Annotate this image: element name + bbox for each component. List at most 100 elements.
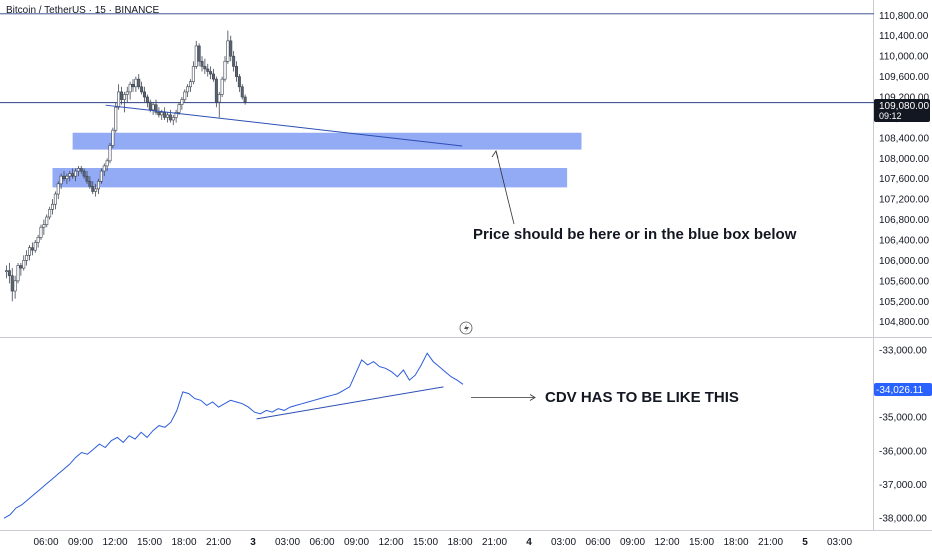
candle	[59, 173, 63, 189]
time-tick-label: 12:00	[378, 537, 403, 548]
price-tick-label: 107,600.00	[879, 174, 929, 185]
time-tick-label: 18:00	[447, 537, 472, 548]
cdv-series	[3, 352, 464, 519]
candle	[217, 91, 221, 118]
candle	[85, 171, 89, 184]
price-tick-label: 106,000.00	[879, 256, 929, 267]
candle	[189, 79, 193, 92]
candle	[235, 61, 239, 82]
candle	[220, 76, 224, 98]
cdv-tick-label: -37,000.00	[879, 480, 927, 491]
candle	[191, 61, 195, 85]
time-tick-label: 12:00	[654, 537, 679, 548]
candle	[226, 30, 230, 64]
cdv-tick-label: -36,000.00	[879, 446, 927, 457]
time-tick-label: 21:00	[758, 537, 783, 548]
lightning-icon[interactable]	[459, 321, 473, 335]
candle	[102, 163, 106, 177]
price-tick-label: 109,200.00	[879, 93, 929, 104]
candle	[186, 84, 190, 98]
price-tick-label: 106,400.00	[879, 235, 929, 246]
cdv-current-value: -34,026.11	[876, 385, 924, 396]
candle	[237, 74, 241, 92]
candle	[71, 168, 75, 179]
price-tick-label: 106,800.00	[879, 215, 929, 226]
candle	[79, 165, 83, 174]
time-tick-label: 06:00	[33, 537, 58, 548]
candle	[27, 245, 31, 261]
candle	[53, 191, 57, 210]
candle	[243, 94, 247, 105]
candle	[76, 165, 80, 177]
candle	[39, 224, 43, 240]
candle	[111, 127, 115, 149]
price-tick-label: 109,600.00	[879, 72, 929, 83]
candle	[203, 58, 207, 75]
candle	[209, 66, 213, 80]
candle	[125, 86, 129, 103]
price-tick-label: 105,600.00	[879, 276, 929, 287]
candle	[48, 206, 52, 220]
cdv-tick-label: -35,000.00	[879, 413, 927, 424]
price-tick-label: 104,800.00	[879, 317, 929, 328]
candle	[177, 102, 181, 115]
candle	[25, 250, 29, 266]
cdv-trend-line[interactable]	[256, 386, 444, 420]
candle	[171, 114, 175, 126]
candle	[30, 242, 34, 256]
time-axis-ticks: 06:00 09:00 12:00 15:00 18:00 21:00 3 03:00 06:0…	[33, 537, 852, 548]
time-tick-label: 18:00	[171, 537, 196, 548]
time-tick-label: 03:00	[827, 537, 852, 548]
time-tick-label: 03:00	[551, 537, 576, 548]
price-tick-label: 108,400.00	[879, 133, 929, 144]
candle	[143, 86, 147, 103]
candle	[183, 89, 187, 103]
candle	[5, 265, 9, 279]
price-trend-segment[interactable]	[105, 104, 463, 147]
candle	[50, 199, 54, 215]
time-tick-label: 09:00	[344, 537, 369, 548]
time-tick-label: 3	[250, 537, 256, 548]
candle	[22, 255, 26, 271]
price-annotation-text[interactable]: Price should be here or in the blue box …	[473, 226, 797, 243]
time-tick-label: 06:00	[585, 537, 610, 548]
demand-zone-box[interactable]	[72, 132, 582, 150]
price-annotation-arrow[interactable]	[491, 150, 515, 225]
cdv-trend-segment[interactable]	[256, 386, 444, 420]
candle	[229, 35, 233, 62]
price-trend-line[interactable]	[105, 104, 463, 147]
bar-countdown: 09:12	[879, 111, 902, 121]
candle	[36, 234, 40, 248]
time-tick-label: 18:00	[723, 537, 748, 548]
candle	[157, 107, 161, 118]
price-tick-label: 110,400.00	[879, 31, 929, 42]
cdv-annotation-text[interactable]: CDV HAS TO BE LIKE THIS	[545, 389, 739, 406]
candle	[91, 181, 95, 195]
candle	[214, 76, 218, 108]
candle	[33, 239, 37, 253]
demand-zone-box[interactable]	[52, 167, 568, 188]
candle	[174, 109, 178, 123]
candle	[168, 109, 172, 123]
time-tick-label: 21:00	[206, 537, 231, 548]
candle	[223, 56, 227, 82]
time-tick-label: 06:00	[309, 537, 334, 548]
candle	[194, 40, 198, 69]
candle	[131, 79, 135, 92]
candle	[128, 81, 132, 100]
symbol-title[interactable]: Bitcoin / TetherUS · 15 · BINANCE	[6, 5, 160, 16]
candle	[122, 91, 126, 113]
horizontal-levels	[0, 13, 874, 104]
candle	[10, 268, 14, 302]
candle	[13, 275, 17, 299]
candle	[7, 262, 11, 284]
time-tick-label: 09:00	[620, 537, 645, 548]
candle	[240, 84, 244, 100]
cdv-annotation-arrow[interactable]	[471, 394, 536, 401]
time-tick-label: 4	[526, 537, 532, 548]
price-tick-label: 105,200.00	[879, 297, 929, 308]
price-tick-label: 107,200.00	[879, 195, 929, 206]
